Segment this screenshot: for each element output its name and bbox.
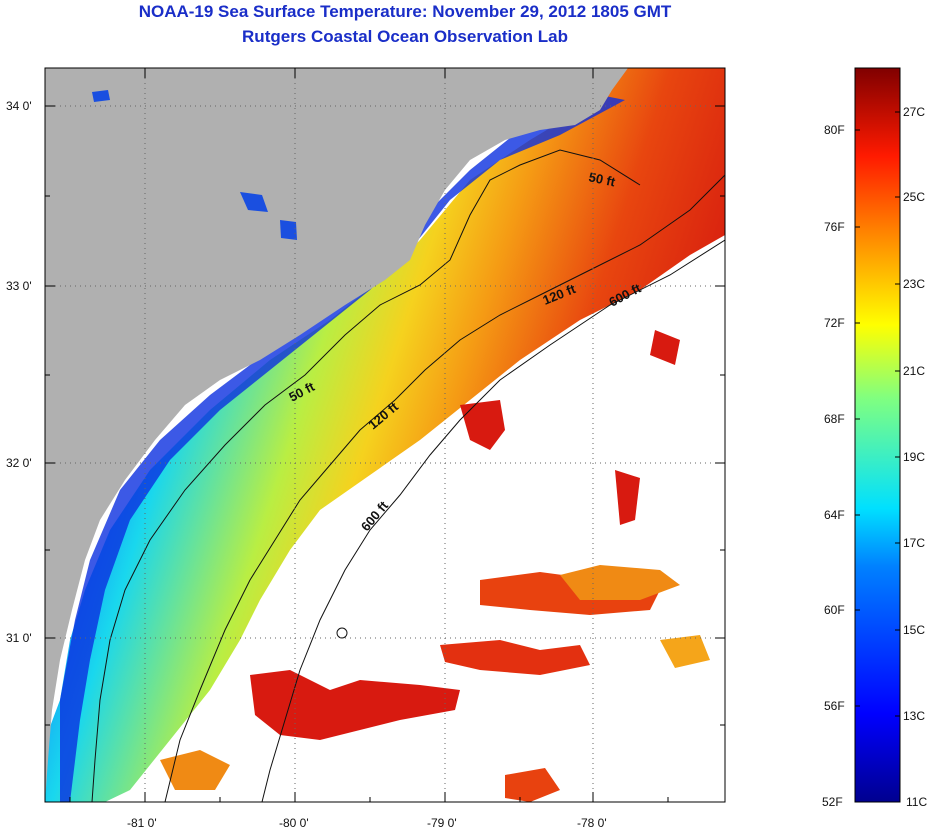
contour-label-50ft: 50 ft — [587, 169, 617, 189]
inland-lake — [92, 90, 110, 102]
sst-warm-patch — [615, 470, 640, 525]
sst-warm-patch — [660, 635, 710, 668]
colorbar-label-celsius: 27C — [903, 105, 926, 119]
map-frame — [44, 67, 726, 803]
lon-label: -79 0' — [427, 816, 457, 830]
colorbar-label-celsius: 13C — [903, 709, 926, 723]
colorbar-label-fahrenheit: 60F — [824, 603, 845, 617]
colorbar-label-celsius: 11C — [906, 795, 928, 809]
inland-lake — [280, 220, 297, 240]
colorbar-label-fahrenheit: 72F — [824, 316, 845, 330]
colorbar-label-celsius: 25C — [903, 190, 926, 204]
contour-600ft-island — [336, 627, 348, 639]
lon-label: -80 0' — [279, 816, 309, 830]
inland-lake — [240, 192, 268, 212]
colorbar-label-celsius: 23C — [903, 277, 926, 291]
lat-label: 31 0' — [6, 631, 32, 645]
map-title: NOAA-19 Sea Surface Temperature: Novembe… — [138, 2, 672, 21]
lat-label: 34 0' — [6, 99, 32, 113]
sst-nearshore-cold-band — [60, 95, 625, 802]
colorbar-label-celsius: 17C — [903, 536, 926, 550]
colorbar-label-celsius: 21C — [903, 364, 926, 378]
sst-warm-patch — [250, 670, 460, 740]
lat-label: 33 0' — [6, 279, 32, 293]
colorbar-label-fahrenheit: 64F — [824, 508, 845, 522]
colorbar-label-celsius: 15C — [903, 623, 926, 637]
lon-label: -78 0' — [577, 816, 607, 830]
colorbar — [854, 67, 901, 803]
colorbar-label-fahrenheit: 52F — [822, 795, 843, 809]
lat-label: 32 0' — [6, 456, 32, 470]
map-subtitle: Rutgers Coastal Ocean Observation Lab — [242, 27, 568, 46]
colorbar-label-celsius: 19C — [903, 450, 926, 464]
contour-600ft — [261, 239, 725, 802]
colorbar-ticks — [855, 111, 900, 717]
colorbar-label-fahrenheit: 76F — [824, 220, 845, 234]
colorbar-label-fahrenheit: 80F — [824, 123, 845, 137]
sst-warm-patch — [440, 640, 590, 675]
sst-coastal-band — [45, 68, 725, 802]
lon-label: -81 0' — [127, 816, 157, 830]
sst-warm-patch — [560, 565, 680, 600]
sst-warm-patch — [650, 330, 680, 365]
sst-warm-patch — [505, 768, 560, 802]
graticule — [45, 68, 725, 802]
contour-50ft — [91, 149, 641, 802]
sst-warm-patch — [160, 750, 230, 790]
land — [45, 68, 628, 802]
colorbar-label-fahrenheit: 68F — [824, 412, 845, 426]
contour-120ft — [164, 174, 725, 802]
axis-ticks — [45, 68, 725, 802]
sst-warm-patch — [460, 400, 505, 450]
colorbar-label-fahrenheit: 56F — [824, 699, 845, 713]
